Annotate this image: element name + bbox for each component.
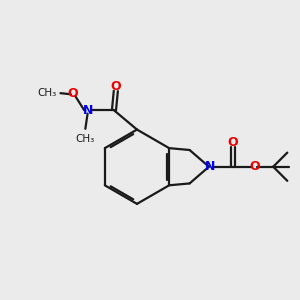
Text: CH₃: CH₃ — [38, 88, 57, 98]
Text: O: O — [228, 136, 238, 149]
Text: N: N — [82, 104, 93, 117]
Text: CH₃: CH₃ — [76, 134, 95, 144]
Text: O: O — [68, 87, 78, 101]
Text: O: O — [110, 80, 121, 93]
Text: N: N — [205, 160, 216, 173]
Text: O: O — [249, 160, 260, 173]
